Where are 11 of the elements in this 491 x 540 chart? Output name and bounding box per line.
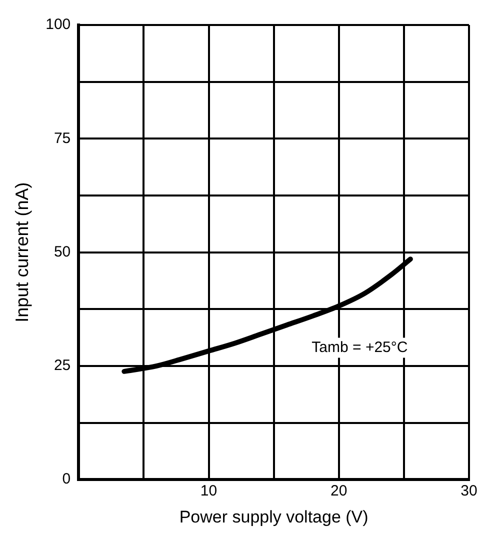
y-tick-label: 75 (54, 130, 71, 147)
x-tick-label: 10 (200, 482, 218, 500)
y-axis-title: Input current (nA) (12, 182, 32, 322)
y-tick-label: 25 (54, 357, 71, 374)
annotation: Tamb = +25°C (312, 338, 408, 356)
x-axis-title: Power supply voltage (V) (179, 507, 368, 526)
y-tick-label: 100 (46, 16, 71, 34)
x-tick-label: 20 (330, 482, 348, 500)
x-tick-label: 30 (460, 482, 478, 500)
y-tick-label: 0 (62, 470, 71, 488)
y-tick-label: 50 (54, 243, 71, 260)
